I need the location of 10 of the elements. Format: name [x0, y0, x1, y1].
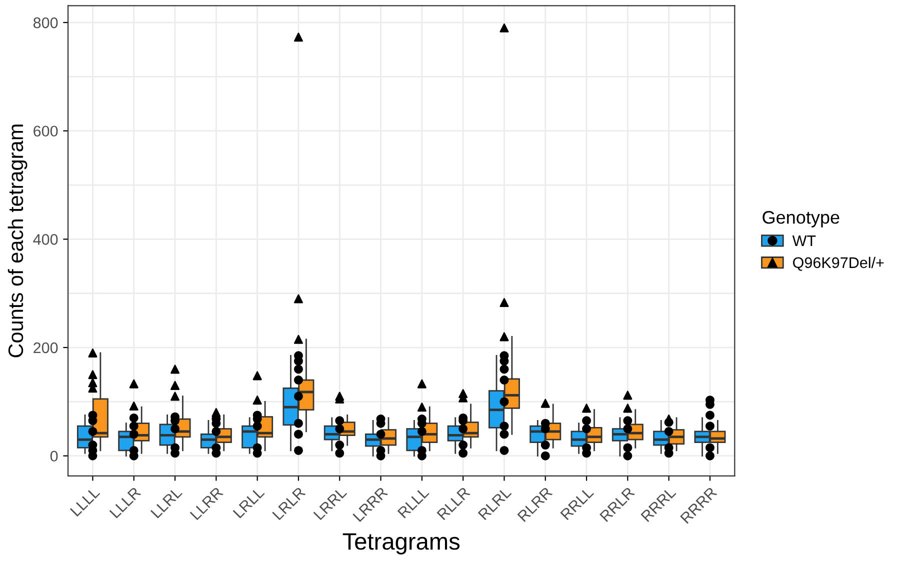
y-tick-label: 0 [50, 450, 58, 462]
y-tick-label: 200 [34, 342, 58, 354]
y-tick-label: 600 [34, 126, 58, 137]
y-tick-label: 800 [33, 17, 58, 28]
legend-title: Genotype [762, 210, 840, 228]
legend-label: Q96K97Del/+ [793, 256, 884, 271]
x-axis-title: Tetragrams [342, 533, 460, 554]
y-axis-title: Counts of each tetragram [8, 124, 28, 358]
y-tick-label: 400 [33, 234, 58, 245]
legend-label: WT [792, 236, 816, 246]
